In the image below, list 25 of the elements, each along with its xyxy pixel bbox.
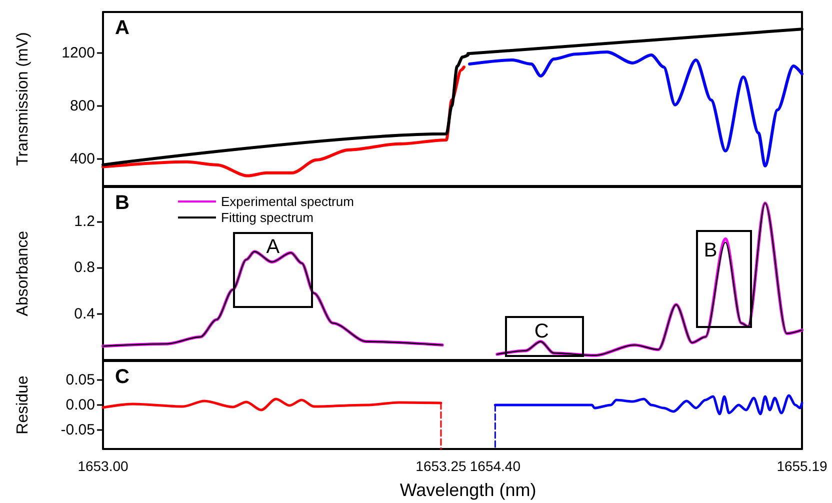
annotation: B [704,239,718,262]
x-tick-label: 1654.40 [470,458,521,474]
x-tick-label: 1655.19 [776,458,828,474]
annotation: B [115,192,130,214]
y-tick-label: 1200 [62,44,95,62]
legend-label: Experimental spectrum [221,194,354,209]
y-axis-title: Residue [14,376,32,434]
annotation: A [115,17,130,39]
y-tick-label: 0.4 [74,305,95,322]
y-tick-label: 800 [70,97,95,114]
y-tick-label: -0.05 [60,422,95,438]
x-axis-title: Wavelength (nm) [400,480,536,500]
x-tick-label: 1653.25 [416,458,466,474]
x-tick-label: 1653.00 [78,458,129,474]
y-tick-label: 0.00 [66,396,95,414]
y-tick-label: 1.2 [74,213,95,230]
annotation: C [115,366,130,388]
y-axis-title: Transmission (mV) [14,32,32,166]
y-tick-label: 0.05 [66,372,95,388]
y-tick-label: 0.8 [74,259,95,276]
legend-label: Fitting spectrum [221,210,314,225]
annotation: C [534,320,549,343]
y-axis-title: Absorbance [14,230,32,316]
annotation: A [266,236,280,258]
y-tick-label: 400 [70,150,95,168]
